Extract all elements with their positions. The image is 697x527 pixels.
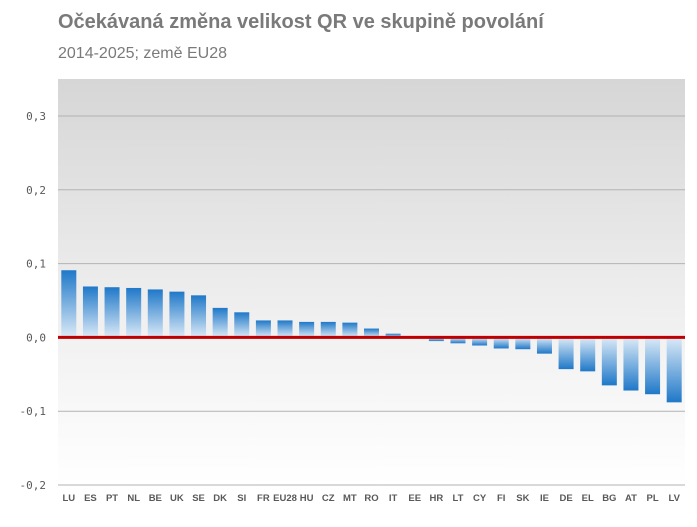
x-tick-label: LU [62,493,75,504]
x-tick-label: HR [429,493,443,504]
x-tick-label: EE [408,493,421,504]
x-tick-label: BE [149,493,162,504]
x-tick-label: DK [213,493,227,504]
chart-subtitle: 2014-2025; země EU28 [58,45,227,62]
x-tick-label: LV [668,493,680,504]
y-tick-label: 0,3 [26,110,46,123]
bar-nl [126,287,142,338]
bar-at [623,337,639,391]
bar-lv [666,337,682,403]
x-tick-label: NL [127,493,140,504]
x-tick-label: RO [364,493,378,504]
bar-pt [104,287,120,338]
bar-uk [169,291,185,338]
x-tick-label: AT [625,493,637,504]
x-tick-label: SI [237,493,246,504]
bar-eu28 [277,320,293,338]
bar-cy [472,337,488,346]
x-tick-label: IE [540,493,549,504]
x-tick-label: EL [582,493,594,504]
x-tick-label: MT [343,493,357,504]
bar-ie [536,337,552,354]
y-tick-label: 0,1 [26,258,46,271]
y-tick-label: -0,2 [20,479,47,492]
bar-si [234,312,250,338]
bar-es [82,286,98,338]
x-tick-label: CZ [322,493,335,504]
bar-hr [428,337,444,342]
bar-mt [342,322,358,338]
bar-lu [61,270,77,338]
x-tick-label: HU [300,493,314,504]
bar-ro [364,328,379,338]
x-tick-label: SK [516,493,529,504]
bar-se [191,295,207,338]
bar-de [558,337,574,370]
x-tick-label: EU28 [273,493,297,504]
bar-pl [645,337,661,395]
bar-fi [493,337,509,349]
x-tick-label: PT [106,493,118,504]
bar-dk [212,307,228,338]
plot-area [58,79,685,485]
bar-fr [255,320,271,338]
x-tick-label: FI [497,493,505,504]
bar-lt [450,337,466,344]
bar-bg [601,337,617,386]
bar-be [147,289,163,338]
grid-lines [58,115,685,486]
bar-it [385,333,401,338]
bar-el [580,337,596,372]
x-tick-label: CY [473,493,487,504]
bar-cz [320,321,336,338]
x-axis: LU ES PT NL BE UK SE DK SI FR EU28 HU CZ MT RO IT EE HR LT… [62,493,680,504]
bar-hu [299,321,315,338]
x-tick-label: DE [559,493,572,504]
x-tick-label: ES [84,493,97,504]
x-tick-label: FR [257,493,270,504]
x-tick-label: IT [389,493,398,504]
x-tick-label: UK [170,493,184,504]
chart-title: Očekávaná změna velikost QR ve skupině p… [58,11,544,33]
x-tick-label: LT [453,493,464,504]
y-tick-label: 0,2 [26,184,46,197]
x-tick-label: BG [602,493,616,504]
x-tick-label: SE [192,493,205,504]
y-tick-label: -0,1 [20,405,47,418]
bar-sk [515,337,531,350]
x-tick-label: PL [646,493,658,504]
y-axis: 0,3 0,2 0,1 0,0 -0,1 -0,2 [20,110,47,492]
bars [61,270,682,403]
y-tick-label: 0,0 [26,331,46,344]
